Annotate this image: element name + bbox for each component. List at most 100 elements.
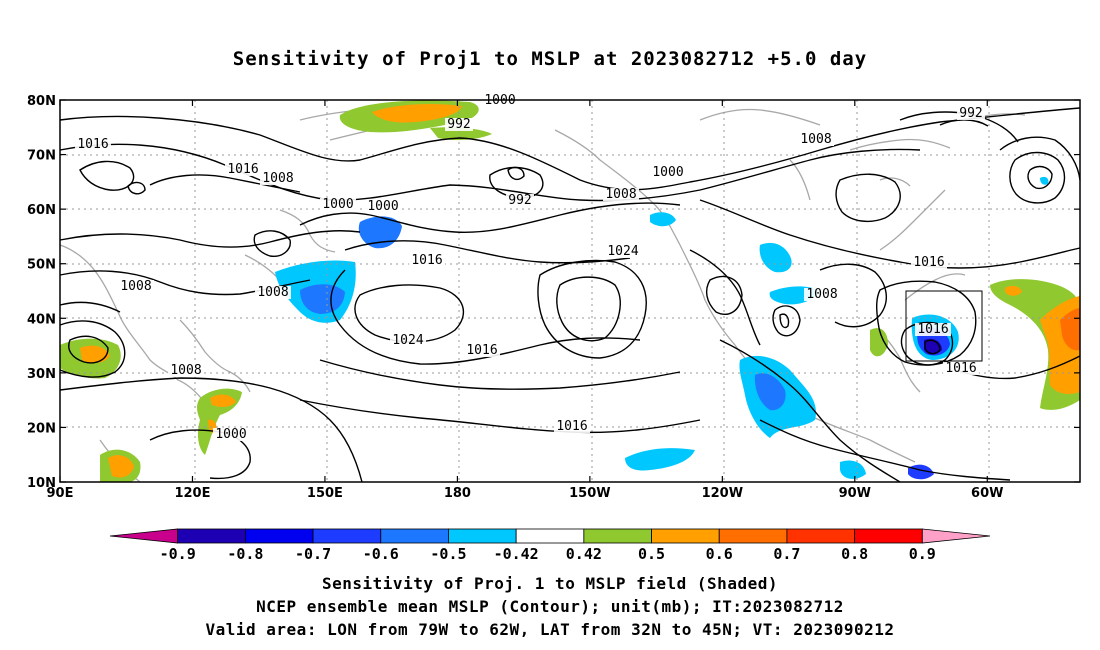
contour-label: 1016 (913, 255, 944, 270)
lat-tick-label: 50N (27, 258, 56, 273)
contour-label: 1000 (367, 199, 398, 214)
contour-label: 1016 (77, 137, 108, 152)
lat-tick-label: 40N (27, 312, 56, 327)
contour-label-bg (603, 188, 639, 201)
valid-area-box (905, 290, 983, 362)
colorbar-label: 0.42 (566, 545, 602, 563)
contour-label-bg (320, 198, 356, 211)
lat-tick-label: 30N (27, 367, 56, 382)
contour-label: 1008 (257, 285, 288, 300)
contour-label-bg (911, 256, 947, 269)
contour-label-bg (798, 133, 834, 146)
colorbar-swatch (583, 528, 652, 544)
contour-label: 1016 (227, 162, 258, 177)
lon-tick-label: 60W (971, 486, 1003, 501)
contour-label-bg (75, 138, 111, 151)
contour-label-bg (650, 166, 686, 179)
contour-label-bg (915, 323, 951, 336)
contour-label: 1016 (917, 322, 948, 337)
colorbar-swatch (448, 528, 517, 544)
contour-label: 1016 (556, 419, 587, 434)
contour-label-bg (943, 362, 979, 375)
contour-label: 1000 (215, 427, 246, 442)
contour-label: 1016 (945, 361, 976, 376)
contour-label: 1024 (392, 333, 423, 348)
contour-label: 1000 (652, 165, 683, 180)
colorbar-label: 0.8 (841, 545, 868, 563)
contour-label: 992 (959, 106, 982, 121)
colorbar-swatch (651, 528, 720, 544)
caption-line-1: Sensitivity of Proj. 1 to MSLP field (Sh… (322, 574, 778, 593)
contour-label-bg (390, 334, 426, 347)
lon-tick-label: 120E (174, 486, 210, 501)
lon-tick-label: 120W (702, 486, 743, 501)
lon-tick-label: 90W (839, 486, 871, 501)
contour-label-bg (445, 118, 473, 131)
contour-label-bg (804, 288, 840, 301)
lat-tick-label: 10N (27, 476, 56, 491)
contour-label: 992 (447, 117, 470, 132)
contour-label: 1008 (170, 363, 201, 378)
colorbar-label: 0.7 (773, 545, 800, 563)
colorbar-swatch (380, 528, 449, 544)
chart-title: Sensitivity of Proj1 to MSLP at 20230827… (232, 48, 868, 70)
colorbar-swatch (921, 528, 991, 544)
colorbar-label: -0.7 (295, 545, 331, 563)
colorbar-swatch (718, 528, 788, 544)
colorbar-label: 0.5 (638, 545, 665, 563)
caption-line-2: NCEP ensemble mean MSLP (Contour); unit(… (256, 597, 844, 616)
colorbar-label: -0.9 (160, 545, 196, 563)
lat-tick-label: 70N (27, 149, 56, 164)
colorbar-label: -0.5 (430, 545, 466, 563)
lat-tick-label: 80N (27, 94, 56, 109)
colorbar: -0.9 -0.8 -0.7 -0.6 -0.5 -0.42 0.42 0.5 0.6 0.7 0.… (109, 528, 991, 563)
lon-tick-label: 150W (569, 486, 610, 501)
contour-label-bg (213, 428, 249, 441)
contour-label-bg (260, 172, 296, 185)
lon-tick-labels: 90E 120E 150E 180 150W 120W 90W 60W (47, 486, 1004, 501)
contour-labels: 1016 1016 1008 1000 1000 1000 992 992 1000 1008 10… (75, 93, 985, 442)
colorbar-label: -0.42 (494, 545, 539, 563)
colorbar-label: -0.8 (227, 545, 263, 563)
lon-tick-label: 180 (444, 486, 471, 501)
contour-label: 1008 (800, 132, 831, 147)
contour-label-bg (225, 163, 261, 176)
contour-label-bg (365, 200, 401, 213)
caption-line-3: Valid area: LON from 79W to 62W, LAT fro… (205, 620, 895, 639)
contour-label-bg (506, 194, 534, 207)
lat-tick-labels: 80N 70N 60N 50N 40N 30N 20N 10N (27, 94, 56, 491)
axis-ticks (59, 99, 1080, 483)
contour-label-bg (957, 107, 985, 120)
colorbar-swatch (515, 528, 585, 544)
colorbar-label: 0.6 (706, 545, 733, 563)
contour-label: 1016 (466, 343, 497, 358)
colorbar-swatch (244, 528, 314, 544)
map-border (59, 99, 1081, 483)
contour-label: 1024 (607, 244, 638, 259)
colorbar-label: -0.6 (363, 545, 399, 563)
lon-tick-label: 90E (47, 486, 74, 501)
colorbar-swatch (854, 528, 923, 544)
colorbar-swatch (109, 528, 179, 544)
contour-label: 1008 (120, 279, 151, 294)
lat-tick-label: 20N (27, 421, 56, 436)
contour-label-bg (554, 420, 590, 433)
contour-label-bg (168, 364, 204, 377)
contour-label: 1008 (605, 187, 636, 202)
contour-label-bg (255, 286, 291, 299)
contour-label-bg (118, 280, 154, 293)
contour-label: 1000 (322, 197, 353, 212)
colorbar-swatch (786, 528, 856, 544)
contour-label-bg (409, 254, 445, 267)
contour-label: 1008 (262, 171, 293, 186)
contour-label-bg (605, 245, 641, 258)
colorbar-label: 0.9 (909, 545, 936, 563)
contour-label-bg (464, 344, 500, 357)
lon-tick-label: 150E (307, 486, 343, 501)
contour-label: 992 (508, 193, 531, 208)
lat-tick-label: 60N (27, 203, 56, 218)
contour-label: 1008 (806, 287, 837, 302)
contour-label: 1016 (411, 253, 442, 268)
colorbar-swatch (177, 528, 246, 544)
